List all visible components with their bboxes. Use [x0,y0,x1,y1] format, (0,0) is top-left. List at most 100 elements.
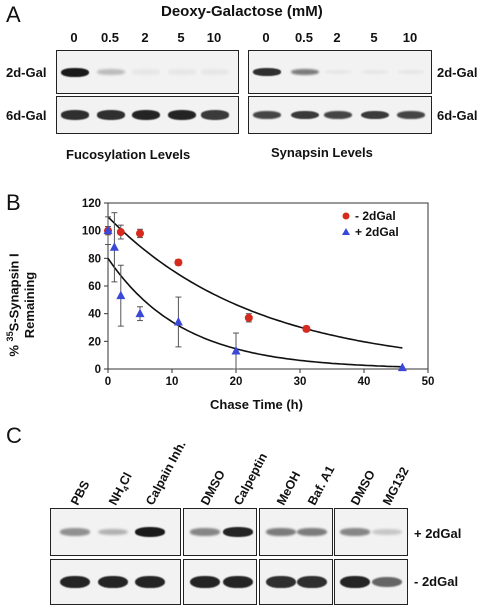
panel-c-blot-top-group1 [50,508,181,556]
caption-fucosylation-levels: Fucosylation Levels [66,147,191,162]
synapsin-6dgal-band-4 [397,110,425,120]
panel-c-minus2dgal-g2-band-0 [266,575,296,589]
x-tick-label-2: 20 [230,376,243,388]
panel-c-letter: C [6,423,22,448]
y-tick-label-4: 80 [88,253,101,265]
panel-c-minus2dgal-g0-band-0 [60,575,90,589]
panel-a-title: Deoxy-Galactose (mM) [161,3,323,20]
y-tick-label-5: 100 [82,226,101,238]
panel-c-minus2dgal-g2-band-1 [297,575,327,589]
panel-b-letter: B [6,190,21,215]
panel-c-plus2dgal-g1-band-0 [190,528,220,536]
x-tick-label-4: 40 [358,376,371,388]
panel-a-lane-label-left-0: 0 [70,30,78,45]
panel-a-lane-label-left-2: 2 [141,30,149,45]
panel-c-blot-top-group3 [259,508,333,556]
point-plus-2dgal-1 [109,242,119,251]
point-minus-2dgal-4 [244,313,253,322]
panel-c-plus2dgal-g0-band-2 [135,527,165,537]
panel-a-letter: A [6,2,21,27]
fucosylation-6dgal-band-0 [61,110,89,120]
fucosylation-2dgal-band-2 [132,69,160,75]
fucosylation-2dgal-band-0 [61,67,89,77]
fucosylation-6dgal-band-1 [97,110,125,120]
legend-marker-minus [342,212,350,220]
y-tick-label-2: 40 [88,309,101,321]
panel-c-lane-label-2: Calpain Inh. [143,438,189,508]
y-tick-label-0: 0 [95,364,101,376]
panel-c-plus2dgal-g0-band-0 [60,528,90,536]
y-tick-label-3: 60 [88,281,101,293]
panel-c-lane-label-0: PBS [68,478,93,508]
panel-c-blot-top-group4 [334,508,408,556]
synapsin-2dgal-band-0 [253,68,281,76]
synapsin-6dgal-band-0 [253,110,281,120]
caption-synapsin-levels: Synapsin Levels [271,145,373,160]
point-plus-2dgal-3 [135,308,145,318]
panel-a-row-label-6dgal-right: 6d-Gal [437,108,478,123]
fucosylation-2dgal-band-4 [201,69,229,75]
fit-curve-0 [107,216,403,349]
panel-c-minus2dgal-g3-band-1 [372,576,402,588]
x-tick-label-3: 30 [294,376,307,388]
panel-a-row-label-2dgal-left: 2d-Gal [6,65,47,80]
panel-c-plus2dgal-g2-band-1 [297,528,327,536]
panel-c-row-label-minus: - 2dGal [414,574,459,589]
panel-a-lane-label-left-1: 0.5 [100,30,120,45]
point-minus-2dgal-3 [174,258,183,267]
x-axis-label: Chase Time (h) [210,397,303,412]
point-plus-2dgal-6 [397,362,407,372]
synapsin-2dgal-band-1 [291,68,319,76]
panel-c-blot-bottom-group1 [50,559,181,605]
fucosylation-2dgal-band-1 [97,69,125,75]
panel-c-lane-label-8: MG132 [380,464,412,508]
panel-c-minus2dgal-g1-band-1 [223,575,253,589]
x-tick-label-5: 50 [422,376,435,388]
y-tick-label-6: 120 [82,198,101,210]
fucosylation-blot-6dgal [56,96,239,134]
panel-c-plus2dgal-g2-band-0 [266,528,296,536]
point-plus-2dgal-0 [103,225,113,235]
panel-c-lane-label-7: DMSO [348,467,378,508]
synapsin-blot-6dgal [248,96,432,134]
synapsin-6dgal-band-2 [324,110,352,120]
panel-c-minus2dgal-g3-band-0 [340,575,370,589]
panel-a-lane-label-right-4: 10 [402,30,418,45]
panel-c-minus2dgal-g1-band-0 [190,575,220,589]
panel-a-lane-label-left-3: 5 [177,30,185,45]
synapsin-2dgal-band-3 [361,69,389,75]
panel-c-blot-bottom-group4 [334,559,408,605]
fucosylation-6dgal-band-4 [201,110,229,120]
point-plus-2dgal-2 [116,290,126,300]
panel-c-row-label-plus: + 2dGal [414,526,462,541]
legend-label-plus: + 2dGal [355,225,399,239]
panel-c-lane-label-5: MeOH [274,469,304,508]
panel-c-blot-top-group2 [183,508,257,556]
x-tick-label-1: 10 [166,376,179,388]
synapsin-6dgal-band-3 [361,110,389,120]
legend-marker-plus [342,228,350,235]
panel-c-plus2dgal-g3-band-1 [372,528,402,536]
point-minus-2dgal-1 [116,228,125,237]
panel-a-lane-label-right-2: 2 [333,30,341,45]
panel-c-lane-label-1: NH4Cl [106,470,135,508]
point-minus-2dgal-2 [136,229,144,238]
fucosylation-6dgal-band-2 [132,110,160,120]
point-plus-2dgal-5 [231,346,241,355]
panel-c-minus2dgal-g0-band-2 [135,575,165,589]
fucosylation-6dgal-band-3 [168,110,196,120]
y-tick-label-1: 20 [88,336,101,348]
panel-a-lane-label-left-4: 10 [206,30,222,45]
panel-c-blot-bottom-group2 [183,559,257,605]
point-plus-2dgal-4 [173,316,183,326]
panel-a-row-label-2dgal-right: 2d-Gal [437,65,478,80]
x-tick-label-0: 0 [105,376,111,388]
panel-a-row-label-6dgal-left: 6d-Gal [6,108,47,123]
legend-label-minus: - 2dGal [355,209,396,223]
panel-c-plus2dgal-g0-band-1 [98,528,128,536]
panel-a-lane-label-right-3: 5 [370,30,378,45]
fucosylation-2dgal-band-3 [168,69,196,75]
panel-c-blot-bottom-group3 [259,559,333,605]
fit-curve-1 [107,257,403,368]
panel-c-plus2dgal-g1-band-1 [223,527,253,537]
